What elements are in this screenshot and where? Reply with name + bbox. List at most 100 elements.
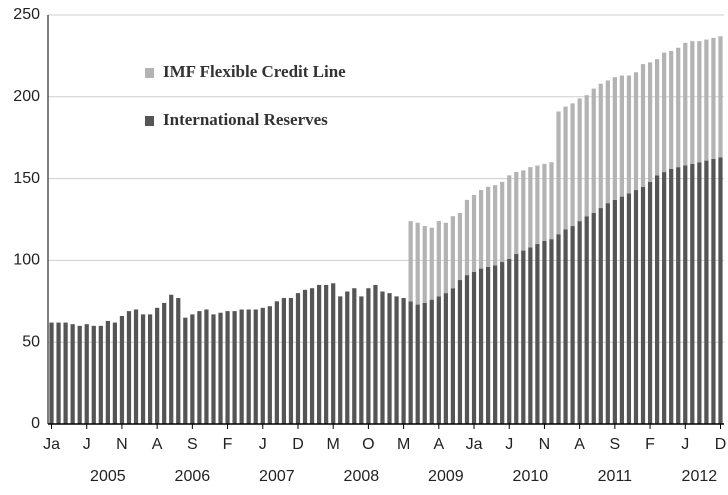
- bar-segment: [633, 190, 639, 424]
- bar-segment: [591, 212, 596, 424]
- bar-segment: [570, 226, 575, 424]
- bar-segment: [514, 253, 519, 424]
- bar-segment: [471, 271, 477, 424]
- bar-segment: [422, 302, 427, 424]
- bar-segment: [246, 309, 251, 424]
- bar-segment: [415, 222, 420, 305]
- bar-segment: [70, 324, 75, 424]
- bar-segment: [218, 312, 223, 424]
- bar-segment: [500, 262, 505, 424]
- bar-segment: [507, 258, 512, 424]
- bar-segment: [408, 221, 413, 302]
- bar-segment: [105, 320, 110, 424]
- year-label: 2012: [682, 468, 718, 485]
- year-label: 2008: [344, 468, 380, 485]
- x-tick-label: S: [187, 436, 198, 453]
- bar-segment: [711, 158, 716, 424]
- bar-segment: [556, 234, 561, 424]
- bar-segment: [654, 59, 660, 176]
- bar-segment: [288, 298, 294, 424]
- bar-segment: [718, 157, 723, 424]
- bar-segment: [112, 322, 118, 424]
- bar-segment: [669, 50, 674, 169]
- bar-segment: [612, 199, 617, 424]
- bar-segment: [204, 309, 209, 424]
- bar-segment: [436, 221, 441, 297]
- year-label: 2011: [598, 468, 633, 485]
- bar-segment: [563, 229, 568, 424]
- y-tick-label: 200: [13, 88, 40, 105]
- bar-segment: [77, 325, 82, 424]
- bar-segment: [408, 301, 413, 424]
- bar-segment: [584, 216, 589, 424]
- bar-segment: [366, 288, 371, 424]
- bar-segment: [704, 39, 709, 161]
- bar-segment: [662, 52, 667, 173]
- bar-segment: [464, 199, 470, 276]
- bar-segment: [281, 298, 287, 424]
- bar-segment: [140, 314, 146, 424]
- bar-segment: [563, 106, 568, 230]
- bar-segment: [478, 190, 484, 269]
- bar-segment: [436, 296, 441, 424]
- bar-segment: [605, 203, 610, 424]
- bar-segment: [352, 288, 357, 424]
- bar-segment: [690, 163, 695, 424]
- bar-segment: [577, 221, 582, 424]
- bar-segment: [633, 72, 639, 191]
- bar-segment: [309, 288, 315, 424]
- year-label: 2007: [259, 468, 295, 485]
- bar-segment: [464, 275, 470, 424]
- bar-segment: [521, 170, 526, 251]
- bar-segment: [471, 194, 477, 272]
- y-tick-label: 150: [13, 170, 40, 187]
- x-tick-label: D: [292, 436, 304, 453]
- x-tick-label: J: [505, 436, 513, 453]
- bar-segment: [493, 185, 498, 266]
- x-tick-label: M: [327, 436, 340, 453]
- bar-segment: [619, 196, 625, 424]
- bar-segment: [485, 266, 491, 424]
- bar-segment: [239, 309, 244, 424]
- x-tick-label: F: [223, 436, 233, 453]
- bar-segment: [274, 301, 279, 424]
- bar-segment: [598, 208, 603, 424]
- bar-segment: [584, 95, 589, 217]
- bar-segment: [676, 167, 681, 424]
- bar-segment: [535, 244, 540, 424]
- bar-segment: [147, 314, 153, 424]
- bar-segment: [676, 47, 681, 168]
- bar-segment: [485, 186, 491, 267]
- bar-segment: [338, 296, 343, 424]
- bar-segment: [528, 167, 533, 248]
- bar-segment: [669, 168, 674, 424]
- bar-segment: [155, 307, 160, 424]
- bar-segment: [162, 302, 167, 424]
- bar-segment: [324, 284, 329, 424]
- bar-segment: [401, 298, 406, 424]
- bar-segment: [190, 314, 195, 424]
- x-tick-label: A: [574, 436, 585, 453]
- x-tick-label: A: [152, 436, 163, 453]
- legend-swatch: [145, 68, 154, 78]
- bar-segment: [450, 288, 456, 424]
- bar-segment: [429, 227, 434, 300]
- bar-segment: [345, 291, 350, 424]
- bar-segment: [521, 250, 526, 424]
- bar-segment: [133, 309, 139, 424]
- bar-segment: [457, 280, 463, 424]
- x-tick-label: J: [681, 436, 689, 453]
- legend-label: International Reserves: [163, 110, 328, 129]
- x-tick-label: Ja: [43, 436, 60, 453]
- x-tick-label: J: [83, 436, 91, 453]
- y-tick-label: 50: [22, 333, 40, 350]
- bar-segment: [718, 36, 723, 158]
- bar-segment: [450, 216, 456, 289]
- bar-segment: [535, 165, 540, 245]
- bar-segment: [49, 322, 54, 424]
- bar-segment: [500, 181, 505, 263]
- bar-segment: [267, 306, 272, 424]
- bar-segment: [359, 296, 364, 424]
- bar-segment: [443, 222, 448, 294]
- bar-segment: [387, 293, 392, 424]
